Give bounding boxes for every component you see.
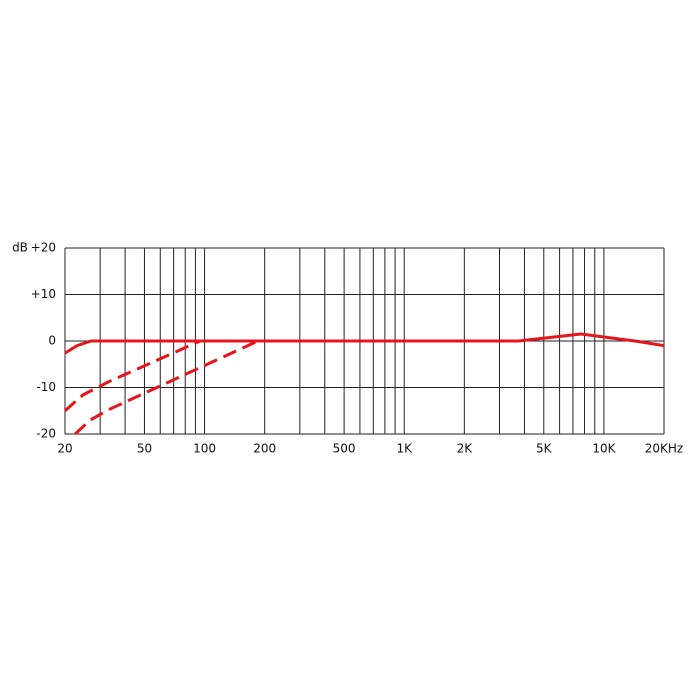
x-tick-label: 100 bbox=[193, 442, 216, 456]
y-tick-label: +10 bbox=[31, 287, 56, 301]
x-tick-label: 500 bbox=[333, 442, 356, 456]
y-tick-label: +20 bbox=[31, 241, 56, 255]
y-axis-label: dB bbox=[12, 241, 28, 255]
x-tick-label: 20KHz bbox=[645, 442, 683, 456]
y-tick-label: 0 bbox=[48, 334, 56, 348]
x-tick-label: 1K bbox=[396, 442, 413, 456]
response-line bbox=[64, 339, 201, 412]
x-tick-label: 2K bbox=[457, 442, 474, 456]
x-tick-label: 5K bbox=[536, 442, 553, 456]
response-line bbox=[74, 339, 259, 436]
y-tick-label: -20 bbox=[36, 427, 56, 441]
x-tick-label: 50 bbox=[137, 442, 152, 456]
y-tick-label: -10 bbox=[36, 380, 56, 394]
x-tick-label: 10K bbox=[592, 442, 616, 456]
x-tick-label: 200 bbox=[253, 442, 276, 456]
x-tick-label: 20 bbox=[57, 442, 72, 456]
response-line bbox=[64, 332, 665, 355]
